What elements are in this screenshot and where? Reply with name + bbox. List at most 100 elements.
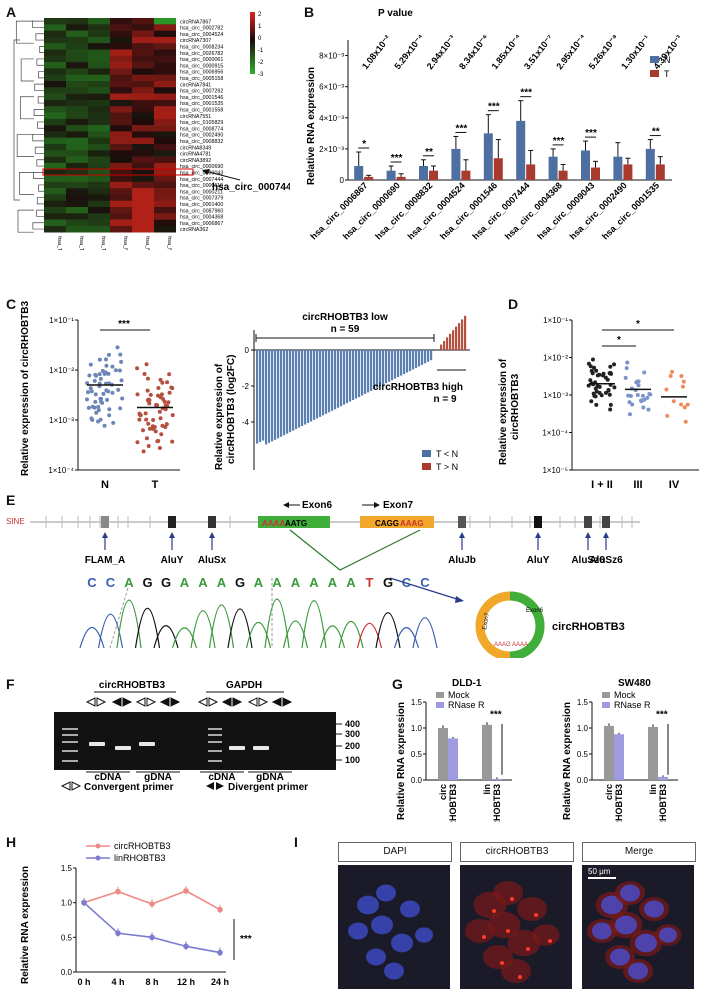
d-point-group-2	[639, 398, 644, 403]
wf-bar-low	[373, 350, 376, 390]
b-x-label: hsa_circ_0004368	[503, 180, 564, 241]
heatmap-cells	[44, 18, 176, 233]
wf-bar-high	[461, 319, 464, 350]
d-point-group-1	[586, 361, 591, 366]
dapi-nucleus	[371, 915, 393, 935]
divergent-primer-icon	[282, 697, 293, 707]
repeat-element-label: AluSz6	[589, 555, 623, 566]
dendrogram-link	[31, 20, 44, 28]
heatmap-cell	[66, 18, 88, 25]
exon7-arrowhead	[374, 502, 380, 508]
gel-ladder-band	[62, 728, 78, 730]
h-x-tick-label: 8 h	[145, 977, 158, 987]
h-legend-circ: circRHOBTB3	[114, 841, 171, 851]
wf-bar-low	[379, 350, 382, 387]
wf-legend-tn: T < N	[436, 449, 458, 459]
sequence-base: A	[272, 575, 282, 590]
heatmap-cell	[66, 106, 88, 113]
d-y-tick-label: 1×10⁻³	[543, 391, 568, 400]
wf-bar-low	[301, 350, 304, 427]
b-sig-label: ***	[488, 102, 500, 113]
heatmap-cell	[88, 43, 110, 50]
gel-ladder-band	[208, 750, 222, 752]
circ-cell-signal	[501, 959, 531, 983]
repeat-element-box	[168, 516, 176, 528]
scale-tick: -1	[258, 48, 264, 54]
heatmap-cell	[132, 106, 154, 113]
merge-nucleus	[644, 900, 664, 918]
heatmap-cell	[154, 207, 176, 214]
heatmap-cell	[110, 125, 132, 132]
scale-tick: 2	[258, 12, 262, 18]
circ-bright-spot	[548, 939, 552, 943]
heatmap-cell	[88, 62, 110, 69]
heatmap-cell	[44, 162, 66, 170]
exon6-arrowhead	[283, 502, 289, 508]
heatmap-cell	[88, 200, 110, 208]
g-x-label: RHOBTB3	[614, 784, 624, 822]
heatmap-cell	[88, 99, 110, 107]
h-y-tick-label: 0.0	[61, 968, 73, 977]
heatmap-row-label: circRNA3892	[180, 158, 211, 164]
h-point-lin	[115, 930, 121, 936]
c-point-t	[135, 366, 140, 371]
h-legend-lin-dot	[95, 855, 101, 861]
c-point-n	[88, 386, 93, 391]
waterfall-bars: 0 -2 -4	[242, 315, 470, 470]
heatmap-row-label: hsa_circ_0005158	[180, 76, 223, 82]
heatmap-cell	[132, 118, 154, 126]
c-point-n	[90, 417, 95, 422]
b-x-label: hsa_circ_0001535	[600, 180, 661, 241]
wf-bar-low	[364, 350, 367, 394]
heatmap-cell	[154, 87, 176, 94]
heatmap-cell	[132, 49, 154, 57]
d-y-tick-label: 1×10⁻⁴	[542, 429, 568, 438]
c-point-n	[115, 345, 120, 350]
wf-bar-low	[289, 350, 292, 433]
merge-nucleus	[615, 915, 637, 935]
merge-nucleus	[659, 927, 677, 943]
wf-bar-low	[391, 350, 394, 381]
wf-y-tick-label: -4	[242, 418, 250, 427]
b-sig-label: ***	[391, 153, 403, 164]
b-bar-t	[655, 164, 665, 180]
c-point-t	[167, 390, 172, 395]
sequence-base: A	[309, 575, 319, 590]
heatmap-row-label: hsa_circ_0105829	[180, 120, 223, 126]
heatmap-cell	[66, 49, 88, 57]
junction-dash	[109, 587, 129, 649]
c-point-t	[137, 417, 142, 422]
gel-ladder-band	[208, 734, 222, 736]
d-point-group-1	[612, 385, 617, 390]
heatmap-cell	[44, 225, 66, 233]
chromatogram-peak	[319, 625, 346, 649]
heatmap-cell	[66, 213, 88, 220]
wf-y-tick-label: 0	[245, 346, 250, 355]
g-x-label: circ	[438, 784, 448, 800]
merge-nucleus	[628, 962, 648, 980]
exon7-box	[360, 516, 434, 528]
heatmap-cell	[154, 225, 176, 233]
heatmap-cell	[132, 169, 154, 176]
gel-band	[115, 746, 131, 750]
heatmap-cell	[44, 99, 66, 107]
b-sig-label: ***	[520, 88, 532, 99]
heatmap-cell	[44, 188, 66, 195]
c-point-n	[104, 363, 109, 368]
wf-bar-high	[446, 337, 449, 350]
heatmap-cell	[154, 49, 176, 57]
sequence-base: G	[161, 575, 171, 590]
heatmap-cell	[44, 68, 66, 75]
circ-arrowhead	[455, 596, 464, 603]
heatmap-cell	[110, 62, 132, 69]
d-point-group-1	[608, 364, 613, 369]
heatmap-cell	[66, 175, 88, 183]
heatmap-cell	[110, 24, 132, 31]
c-point-n	[93, 399, 98, 404]
b-pvalue: 1.08x10⁻²	[360, 33, 393, 71]
h-line-lin	[83, 902, 221, 954]
divergent-primer-icon	[122, 697, 133, 707]
c-point-n	[94, 373, 99, 378]
b-bar-t	[526, 164, 536, 180]
heatmap-cell	[44, 175, 66, 183]
